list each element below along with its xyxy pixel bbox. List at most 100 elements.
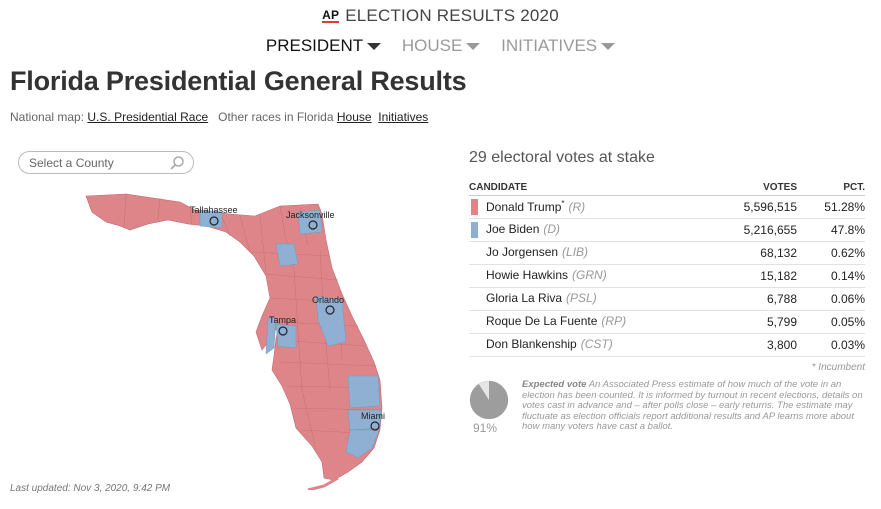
column-candidate: CANDIDATE (469, 182, 707, 196)
table-row: Donald Trump* (R) 5,596,515 51.28% (469, 195, 865, 219)
column-pct: PCT. (797, 182, 865, 196)
breadcrumb: National map: U.S. Presidential Race Oth… (10, 110, 428, 124)
expected-vote-heading: Expected vote (522, 379, 587, 390)
table-row: Roque De La Fuente (RP) 5,799 0.05% (469, 310, 865, 334)
candidate-cell: Joe Biden (D) (469, 218, 707, 242)
votes-cell: 5,596,515 (707, 195, 797, 219)
city-label-jacksonville: Jacksonville (286, 210, 335, 220)
tab-initiatives-label: INITIATIVES (501, 36, 598, 55)
city-label-tampa: Tampa (269, 315, 296, 325)
candidate-cell: Don Blankenship (CST) (469, 333, 707, 357)
pct-cell: 51.28% (797, 195, 865, 219)
tab-initiatives[interactable]: INITIATIVES (501, 36, 616, 56)
city-label-tallahassee: Tallahassee (190, 205, 238, 215)
pct-cell: 0.03% (797, 333, 865, 357)
party-swatch (471, 199, 478, 216)
city-marker-jacksonville[interactable] (308, 220, 318, 230)
county-orange[interactable] (315, 295, 347, 347)
results-table: CANDIDATE VOTES PCT. Donald Trump* (R) 5,5… (469, 182, 865, 357)
candidate-cell: Gloria La Riva (PSL) (469, 287, 707, 311)
candidate-cell: Roque De La Fuente (RP) (469, 310, 707, 334)
candidate-name: Gloria La Riva (486, 291, 563, 306)
city-marker-tallahassee[interactable] (209, 216, 219, 226)
votes-cell: 5,216,655 (707, 218, 797, 242)
expected-vote-note: Expected vote An Associated Press estima… (522, 379, 867, 433)
chevron-down-icon (466, 43, 481, 51)
table-row: Don Blankenship (CST) 3,800 0.03% (469, 333, 865, 357)
electoral-votes-stake: 29 electoral votes at stake (469, 149, 655, 166)
votes-cell: 3,800 (707, 333, 797, 357)
candidate-cell: Donald Trump* (R) (469, 195, 707, 219)
tab-house-label: HOUSE (401, 36, 463, 55)
county-pinellas[interactable] (265, 317, 277, 355)
candidate-name: Donald Trump (486, 199, 562, 214)
party-label: (R) (568, 199, 586, 214)
county-hillsborough[interactable] (275, 323, 297, 349)
city-marker-orlando[interactable] (325, 305, 335, 315)
candidate-cell: Jo Jorgensen (LIB) (469, 241, 707, 265)
party-label: (D) (543, 222, 561, 237)
search-icon[interactable] (169, 155, 185, 171)
county-palm-beach[interactable] (347, 375, 381, 409)
votes-cell: 15,182 (707, 264, 797, 288)
florida-keys (307, 476, 339, 490)
candidate-name: Jo Jorgensen (486, 245, 559, 260)
national-map-link[interactable]: U.S. Presidential Race (87, 110, 209, 124)
page-title: Florida Presidential General Results (10, 66, 467, 96)
table-row: Jo Jorgensen (LIB) 68,132 0.62% (469, 241, 865, 265)
party-label: (CST) (580, 337, 613, 352)
chevron-down-icon (367, 43, 382, 51)
party-swatch (471, 268, 478, 284)
candidate-name: Joe Biden (486, 222, 540, 237)
party-swatch (471, 337, 478, 353)
pct-cell: 47.8% (797, 218, 865, 242)
tab-house[interactable]: HOUSE (401, 36, 481, 56)
tab-president-label: PRESIDENT (265, 36, 364, 55)
table-header: CANDIDATE VOTES PCT. (469, 182, 865, 196)
party-swatch (471, 222, 478, 238)
pie-counted-slice (470, 381, 509, 419)
ap-logo: AP (322, 8, 340, 23)
county-alachua[interactable] (275, 243, 299, 267)
party-swatch (471, 314, 478, 330)
pct-cell: 0.06% (797, 287, 865, 311)
app-header: AP ELECTION RESULTS 2020 (0, 6, 881, 26)
other-races-label: Other races in Florida (218, 110, 334, 124)
pct-cell: 0.14% (797, 264, 865, 288)
city-label-orlando: Orlando (312, 295, 344, 305)
last-updated: Last updated: Nov 3, 2020, 9:42 PM (10, 483, 171, 494)
city-marker-tampa[interactable] (278, 326, 288, 336)
party-label: (PSL) (566, 291, 597, 306)
national-map-label: National map: (10, 110, 85, 124)
pct-cell: 0.05% (797, 310, 865, 334)
expected-vote-pie (469, 380, 509, 420)
race-tabs: PRESIDENT HOUSE INITIATIVES (0, 36, 881, 56)
initiatives-link[interactable]: Initiatives (378, 110, 429, 124)
party-label: (GRN) (572, 268, 607, 283)
party-label: (RP) (601, 314, 627, 329)
incumbent-note: * Incumbent (811, 362, 865, 373)
search-input[interactable] (29, 156, 169, 170)
city-markers: Tallahassee Jacksonville Orlando Tampa M… (190, 205, 385, 431)
votes-cell: 5,799 (707, 310, 797, 334)
city-label-miami: Miami (361, 411, 385, 421)
pct-cell: 0.62% (797, 241, 865, 265)
house-link[interactable]: House (336, 110, 372, 124)
candidate-name: Don Blankenship (486, 337, 577, 352)
table-row: Howie Hawkins (GRN) 15,182 0.14% (469, 264, 865, 288)
votes-cell: 68,132 (707, 241, 797, 265)
florida-county-map[interactable]: Tallahassee Jacksonville Orlando Tampa M… (80, 190, 400, 490)
app-title: ELECTION RESULTS 2020 (345, 6, 559, 25)
city-marker-miami[interactable] (370, 421, 380, 431)
expected-vote-text: An Associated Press estimate of how much… (522, 379, 863, 432)
tab-president[interactable]: PRESIDENT (265, 36, 382, 56)
candidate-name: Howie Hawkins (486, 268, 569, 283)
party-swatch (471, 291, 478, 307)
table-row: Gloria La Riva (PSL) 6,788 0.06% (469, 287, 865, 311)
candidate-name: Roque De La Fuente (486, 314, 598, 329)
chevron-down-icon (601, 43, 616, 51)
table-row: Joe Biden (D) 5,216,655 47.8% (469, 218, 865, 242)
county-search[interactable] (18, 151, 194, 174)
candidate-cell: Howie Hawkins (GRN) (469, 264, 707, 288)
county-broward[interactable] (347, 409, 382, 431)
